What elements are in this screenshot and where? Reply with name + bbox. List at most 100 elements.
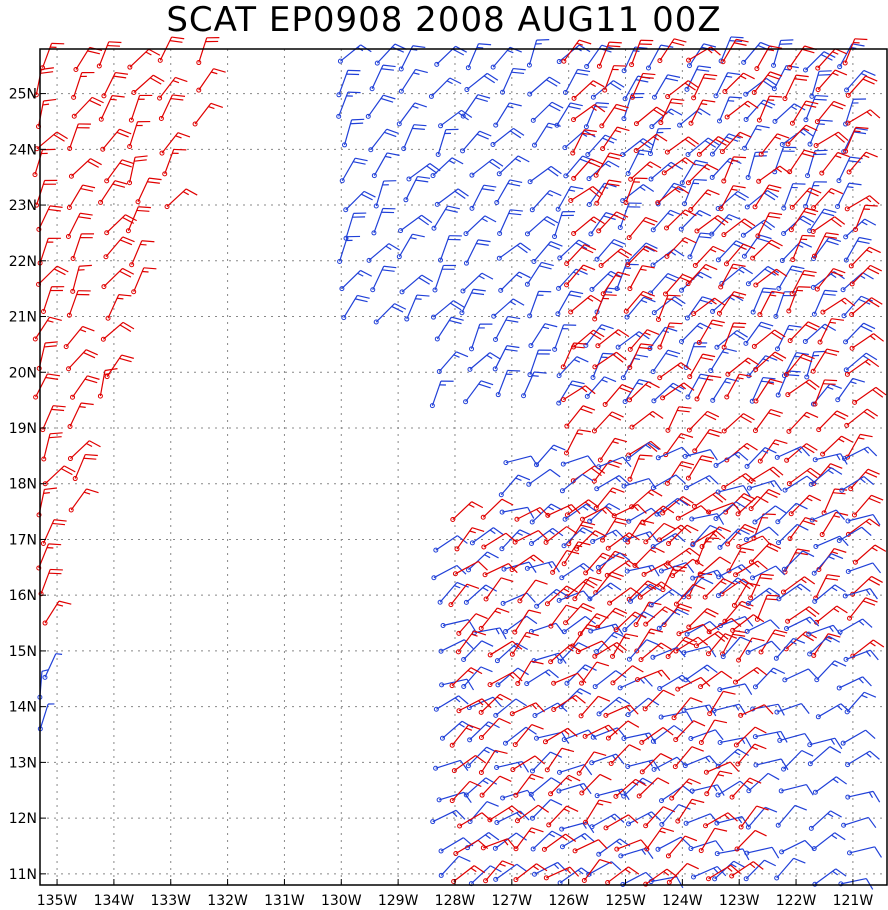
- wind-barb: [648, 272, 680, 296]
- wind-barb: [556, 764, 593, 776]
- wind-barb: [843, 649, 879, 662]
- wind-barb: [337, 44, 372, 64]
- wind-barb: [497, 209, 523, 237]
- wind-barb: [71, 96, 104, 119]
- wind-barb: [460, 130, 492, 154]
- wind-barb: [715, 484, 751, 497]
- wind-barb: [598, 248, 633, 269]
- wind-barb: [500, 789, 536, 801]
- wind-barb: [686, 608, 719, 630]
- wind-barb: [608, 744, 641, 766]
- wind-barb: [639, 727, 674, 745]
- wind-barb: [561, 541, 591, 567]
- wind-barb: [459, 288, 486, 316]
- wind-barb: [675, 798, 705, 824]
- tick-label-lon: 125W: [605, 893, 646, 909]
- wind-barb: [843, 98, 867, 127]
- wind-barb: [564, 429, 591, 456]
- wind-barb: [568, 294, 602, 315]
- wind-barb: [745, 640, 781, 655]
- wind-barb: [810, 216, 846, 235]
- wind-barb: [104, 159, 135, 184]
- wind-barb: [435, 128, 459, 158]
- wind-barb: [841, 295, 874, 319]
- wind-barb: [717, 96, 743, 124]
- wind-barb: [626, 639, 659, 662]
- wind-barb: [755, 212, 783, 239]
- wind-barb: [33, 67, 54, 98]
- wind-barb: [554, 102, 583, 128]
- wind-barb: [456, 613, 488, 636]
- wind-barb: [620, 184, 655, 204]
- wind-barb: [524, 669, 559, 687]
- wind-barb: [457, 812, 492, 829]
- tick-label-lat: 16N: [9, 588, 37, 604]
- wind-barb: [846, 151, 878, 175]
- wind-barb: [544, 585, 578, 607]
- wind-barb: [785, 606, 820, 624]
- wind-barb: [748, 488, 781, 512]
- wind-barb: [40, 42, 65, 71]
- wind-barb: [752, 184, 782, 210]
- wind-barb: [517, 579, 548, 604]
- wind-barb: [844, 408, 879, 428]
- wind-barb: [807, 208, 837, 234]
- wind-barb: [499, 529, 532, 552]
- wind-barb: [812, 584, 846, 604]
- wind-barb: [98, 95, 125, 122]
- wind-barb: [679, 271, 712, 293]
- wind-barb: [483, 860, 515, 884]
- wind-barb: [688, 99, 716, 126]
- wind-barb: [688, 729, 724, 742]
- wind-barb: [686, 410, 720, 433]
- wind-barb: [814, 605, 848, 625]
- wind-barb: [40, 519, 67, 546]
- wind-barb: [734, 829, 767, 852]
- wind-barb: [805, 149, 828, 179]
- wind-barb: [724, 100, 759, 120]
- wind-barb: [836, 526, 872, 543]
- wind-barb: [605, 720, 640, 741]
- wind-barb: [469, 158, 504, 178]
- wind-barb: [545, 503, 581, 518]
- wind-barb: [666, 862, 699, 885]
- wind-barb: [530, 830, 564, 852]
- wind-barb: [513, 827, 544, 852]
- wind-barb: [843, 352, 878, 373]
- wind-barb: [548, 604, 579, 629]
- wind-barb: [498, 271, 531, 293]
- wind-barb: [812, 776, 848, 795]
- wind-barb: [564, 244, 597, 267]
- wind-barb: [592, 294, 617, 322]
- wind-barb: [657, 524, 692, 543]
- wind-barb: [687, 232, 714, 260]
- wind-barb: [625, 442, 660, 462]
- wind-barb: [67, 123, 91, 151]
- wind-barb: [127, 155, 148, 186]
- wind-barb: [467, 801, 499, 824]
- wind-barb: [32, 316, 62, 342]
- wind-barb: [786, 411, 819, 434]
- wind-barb: [809, 509, 845, 523]
- wind-barb: [622, 379, 652, 405]
- wind-barb: [532, 702, 568, 718]
- wind-barb: [802, 323, 837, 344]
- wind-barb: [746, 355, 778, 379]
- wind-barb: [103, 236, 135, 260]
- wind-barb: [689, 784, 725, 796]
- wind-barb: [663, 433, 694, 458]
- wind-barb: [526, 38, 550, 68]
- wind-barb: [748, 573, 774, 601]
- wind-barb: [650, 349, 681, 375]
- wind-barb: [682, 178, 707, 207]
- wind-barb: [779, 839, 815, 855]
- wind-barb: [623, 290, 655, 314]
- wind-barb: [629, 39, 654, 68]
- wind-barb: [431, 564, 467, 581]
- wind-barb: [849, 264, 882, 287]
- wind-barb: [479, 775, 512, 798]
- wind-barb: [757, 290, 785, 318]
- wind-barb: [98, 180, 128, 205]
- wind-barb: [498, 474, 531, 498]
- wind-barb: [776, 265, 805, 291]
